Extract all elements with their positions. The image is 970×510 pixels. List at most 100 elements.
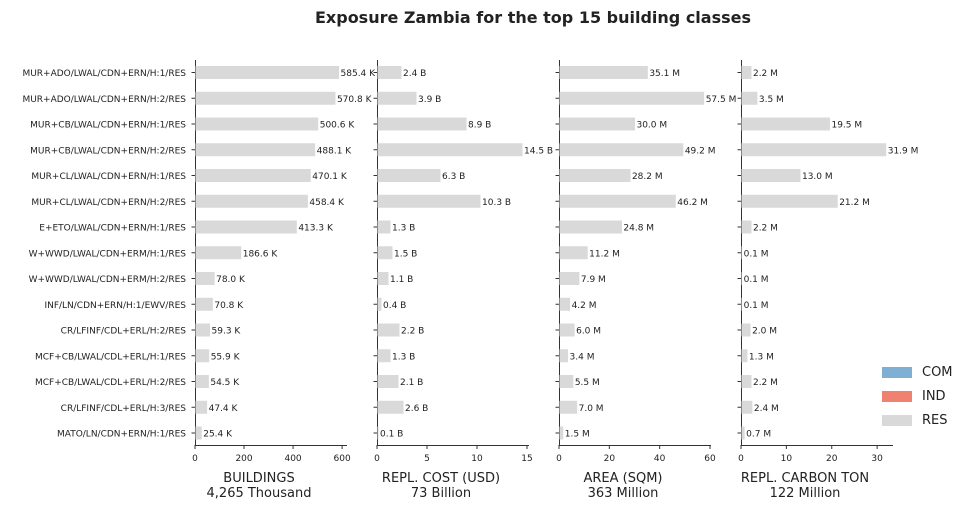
legend: COM IND RES [882,360,953,432]
data-label: 70.8 K [214,301,244,311]
data-label: 30.0 M [636,121,667,131]
data-label: 1.1 B [390,275,413,285]
category-label: CR/LFINF/CDL+ERL/H:2/RES [61,327,187,337]
data-label: 25.4 K [203,430,233,440]
data-label: 0.1 M [744,275,769,285]
data-label: 413.3 K [298,224,334,234]
data-label: 24.8 M [623,224,654,234]
bar [741,426,745,440]
data-label: 0.1 B [380,430,403,440]
bar [195,220,297,234]
bar [559,400,578,414]
bar [559,169,631,182]
category-label: MUR+ADO/LWAL/CDN+ERN/H:1/RES [22,69,186,79]
data-label: 0.1 M [744,249,769,259]
bar [377,297,382,311]
data-label: 78.0 K [216,275,246,285]
x-tick-label: 5 [424,454,430,464]
data-label: 3.9 B [418,95,441,105]
data-label: 13.0 M [802,172,833,182]
x-axis-title: REPL. CARBON TON [741,471,869,486]
bar [195,117,319,131]
bar [377,375,399,388]
category-label: W+WWD/LWAL/CDN+ERM/H:2/RES [29,275,187,285]
data-label: 2.2 M [753,378,778,388]
data-label: 14.5 B [524,146,553,156]
bar [741,272,743,285]
data-label: 49.2 M [685,146,716,156]
legend-label: COM [922,364,953,380]
bar [195,272,215,285]
axis-total-label: 363 Million [588,486,659,501]
bar [559,220,622,234]
bar [559,117,635,131]
data-label: 6.0 M [576,327,601,337]
data-label: 500.6 K [320,121,356,131]
bar [195,143,316,157]
data-label: 3.4 M [570,352,595,362]
bar [195,349,210,363]
bar [377,194,481,208]
x-tick-label: 0 [192,454,198,464]
legend-label: IND [922,388,946,404]
category-label: MUR+CL/LWAL/CDN+ERN/H:2/RES [31,198,186,208]
data-label: 21.2 M [839,198,870,208]
bar [377,246,393,260]
bar [377,143,523,157]
bar [195,66,340,79]
bar [741,91,758,105]
data-label: 1.5 B [394,249,417,259]
category-label: MUR+CB/LWAL/CDN+ERN/H:2/RES [30,146,186,156]
bar [559,66,648,79]
bar [741,66,752,79]
x-tick-label: 0 [556,454,562,464]
data-label: 1.3 M [749,352,774,362]
bar [559,375,574,388]
data-label: 35.1 M [649,69,680,79]
category-label: MUR+ADO/LWAL/CDN+ERN/H:2/RES [22,95,186,105]
data-label: 2.2 M [753,69,778,79]
x-axis-title: REPL. COST (USD) [382,471,500,486]
data-label: 2.0 M [752,327,777,337]
bar [377,220,391,234]
legend-item-res: RES [882,408,953,432]
bar [741,297,743,311]
data-label: 0.7 M [746,430,771,440]
data-label: 570.8 K [337,95,373,105]
data-label: 11.2 M [589,249,620,259]
data-label: 186.6 K [243,249,279,259]
x-tick-label: 15 [521,454,532,464]
data-label: 57.5 M [706,95,737,105]
chart-title: Exposure Zambia for the top 15 building … [314,8,752,27]
x-tick-label: 60 [704,454,716,464]
panel-3: 0 20 40 60 35.1 M 57.5 M 30.0 M 49.2 M 28.2 M 46.… [555,60,737,501]
x-tick-label: 20 [826,454,838,464]
category-label: MATO/LN/CDN+ERN/H:1/RES [57,430,186,440]
data-label: 0.4 B [383,301,406,311]
bar [195,426,202,440]
bar [559,194,676,208]
bar [195,91,336,105]
bar [559,297,571,311]
bar [741,323,751,337]
data-label: 1.5 M [565,430,590,440]
data-label: 2.6 B [405,404,428,414]
bar [377,272,389,285]
data-label: 458.4 K [309,198,345,208]
category-label: INF/LN/CDN+ERN/H:1/EWV/RES [44,301,186,311]
bar [377,349,391,363]
bar [741,194,838,208]
bar [559,349,569,363]
bar [741,349,748,363]
data-label: 59.3 K [212,327,242,337]
bar [559,91,705,105]
bar [741,220,752,234]
bar [741,246,743,260]
data-label: 3.5 M [759,95,784,105]
data-label: 1.3 B [392,224,415,234]
category-label: CR/LFINF/CDL+ERL/H:3/RES [61,404,187,414]
bar [195,297,213,311]
data-label: 19.5 M [831,121,862,131]
data-label: 46.2 M [677,198,708,208]
data-label: 54.5 K [210,378,240,388]
